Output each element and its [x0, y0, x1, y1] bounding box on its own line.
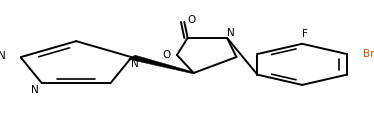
Text: N: N — [0, 51, 6, 61]
Text: O: O — [187, 15, 196, 25]
Text: N: N — [31, 85, 39, 95]
Text: Br: Br — [363, 49, 374, 59]
Polygon shape — [128, 55, 195, 74]
Text: O: O — [163, 50, 171, 60]
Text: F: F — [302, 29, 308, 39]
Text: N: N — [227, 28, 234, 38]
Text: N: N — [131, 59, 139, 69]
